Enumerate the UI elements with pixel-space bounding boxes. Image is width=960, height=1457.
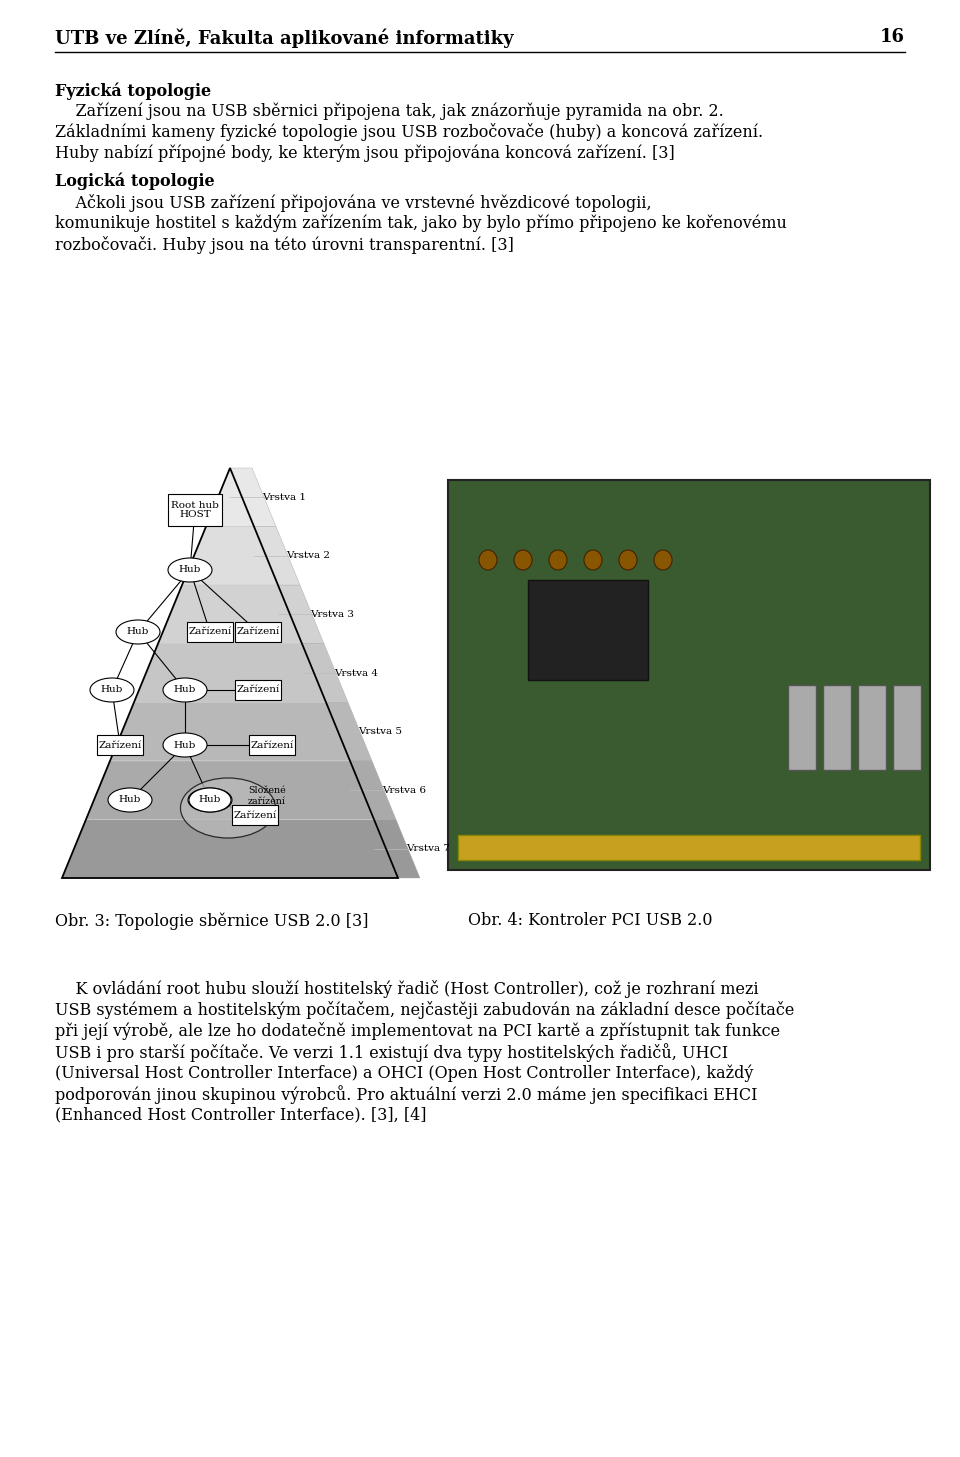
Polygon shape <box>350 761 396 819</box>
Text: Vrstva 2: Vrstva 2 <box>286 551 330 561</box>
Text: Zařízení: Zařízení <box>233 810 276 819</box>
Ellipse shape <box>514 549 532 570</box>
Text: komunikuje hostitel s každým zařízením tak, jako by bylo přímo připojeno ke koře: komunikuje hostitel s každým zařízením t… <box>55 216 787 233</box>
Text: (Universal Host Controller Interface) a OHCI (Open Host Controller Interface), k: (Universal Host Controller Interface) a … <box>55 1064 754 1081</box>
Text: Obr. 4: Kontroler PCI USB 2.0: Obr. 4: Kontroler PCI USB 2.0 <box>468 912 712 930</box>
FancyBboxPatch shape <box>232 806 278 825</box>
Text: Složené
zařízení: Složené zařízení <box>248 785 286 806</box>
Ellipse shape <box>584 549 602 570</box>
Polygon shape <box>110 702 350 761</box>
Text: Vrstva 4: Vrstva 4 <box>334 669 378 678</box>
Ellipse shape <box>116 621 160 644</box>
Text: Zařízení: Zařízení <box>236 628 279 637</box>
Text: Vrstva 1: Vrstva 1 <box>262 492 306 501</box>
Text: Hub: Hub <box>101 685 123 695</box>
Text: rozbočovači. Huby jsou na této úrovni transparentní. [3]: rozbočovači. Huby jsou na této úrovni tr… <box>55 236 514 254</box>
Text: Huby nabízí přípojné body, ke kterým jsou připojována koncová zařízení. [3]: Huby nabízí přípojné body, ke kterým jso… <box>55 144 675 162</box>
Text: při její výrobě, ale lze ho dodatečně implementovat na PCI kartě a zpřístupnit t: při její výrobě, ale lze ho dodatečně im… <box>55 1021 780 1040</box>
Polygon shape <box>158 586 302 644</box>
Polygon shape <box>326 702 372 761</box>
Ellipse shape <box>163 678 207 702</box>
Polygon shape <box>62 819 398 879</box>
Polygon shape <box>134 644 326 702</box>
Text: (Enhanced Host Controller Interface). [3], [4]: (Enhanced Host Controller Interface). [3… <box>55 1106 426 1123</box>
Ellipse shape <box>163 733 207 758</box>
Polygon shape <box>278 586 324 644</box>
FancyBboxPatch shape <box>528 580 648 680</box>
Text: Vrstva 5: Vrstva 5 <box>358 727 402 736</box>
Polygon shape <box>230 468 276 526</box>
Ellipse shape <box>479 549 497 570</box>
FancyBboxPatch shape <box>235 622 281 643</box>
Polygon shape <box>206 468 254 526</box>
FancyBboxPatch shape <box>97 734 143 755</box>
Text: K ovládání root hubu slouží hostitelský řadič (Host Controller), což je rozhraní: K ovládání root hubu slouží hostitelský … <box>55 981 758 998</box>
FancyBboxPatch shape <box>235 680 281 699</box>
Text: HOST: HOST <box>180 510 211 519</box>
Text: podporován jinou skupinou výrobců. Pro aktuální verzi 2.0 máme jen specifikaci E: podporován jinou skupinou výrobců. Pro a… <box>55 1085 757 1104</box>
Text: Logická topologie: Logická topologie <box>55 172 215 189</box>
Ellipse shape <box>619 549 637 570</box>
Polygon shape <box>374 819 420 879</box>
Text: Hub: Hub <box>119 796 141 804</box>
Ellipse shape <box>168 558 212 581</box>
FancyBboxPatch shape <box>458 835 920 860</box>
FancyBboxPatch shape <box>788 685 816 769</box>
Text: UTB ve Zlíně, Fakulta aplikované informatiky: UTB ve Zlíně, Fakulta aplikované informa… <box>55 28 514 48</box>
Text: 16: 16 <box>880 28 905 47</box>
Text: USB systémem a hostitelským počítačem, nejčastěji zabudován na základní desce po: USB systémem a hostitelským počítačem, n… <box>55 1001 794 1018</box>
FancyBboxPatch shape <box>893 685 921 769</box>
Polygon shape <box>254 526 300 586</box>
Polygon shape <box>86 761 374 819</box>
FancyBboxPatch shape <box>187 622 233 643</box>
Text: Hub: Hub <box>179 565 202 574</box>
Text: Hub: Hub <box>199 796 221 804</box>
Ellipse shape <box>90 678 134 702</box>
FancyBboxPatch shape <box>448 479 930 870</box>
Ellipse shape <box>189 788 231 812</box>
Text: Zařízení jsou na USB sběrnici připojena tak, jak znázorňuje pyramida na obr. 2.: Zařízení jsou na USB sběrnici připojena … <box>55 102 724 119</box>
Text: USB i pro starší počítače. Ve verzi 1.1 existují dva typy hostitelských řadičů, : USB i pro starší počítače. Ve verzi 1.1 … <box>55 1043 728 1062</box>
Text: Vrstva 3: Vrstva 3 <box>310 610 354 619</box>
Ellipse shape <box>180 778 276 838</box>
FancyBboxPatch shape <box>858 685 886 769</box>
Text: Zařízení: Zařízení <box>98 740 142 749</box>
Ellipse shape <box>108 788 152 812</box>
Polygon shape <box>182 526 278 586</box>
Text: Zařízení: Zařízení <box>236 685 279 695</box>
Text: Fyzická topologie: Fyzická topologie <box>55 82 211 99</box>
Text: Zařízení: Zařízení <box>251 740 294 749</box>
Polygon shape <box>302 644 348 702</box>
Ellipse shape <box>654 549 672 570</box>
Text: Hub: Hub <box>174 740 196 749</box>
Ellipse shape <box>549 549 567 570</box>
Text: Ačkoli jsou USB zařízení připojována ve vrstevné hvězdicové topologii,: Ačkoli jsou USB zařízení připojována ve … <box>55 194 652 213</box>
Text: Zařízení: Zařízení <box>188 628 231 637</box>
Text: Základními kameny fyzické topologie jsou USB rozbočovače (huby) a koncová zaříze: Základními kameny fyzické topologie jsou… <box>55 122 763 141</box>
Text: Hub: Hub <box>127 628 149 637</box>
Text: Vrstva 7: Vrstva 7 <box>406 844 450 854</box>
Text: Hub: Hub <box>199 796 221 804</box>
Text: Root hub: Root hub <box>171 501 219 510</box>
FancyBboxPatch shape <box>823 685 851 769</box>
Text: Vrstva 6: Vrstva 6 <box>382 785 426 794</box>
Text: Hub: Hub <box>174 685 196 695</box>
Text: Obr. 3: Topologie sběrnice USB 2.0 [3]: Obr. 3: Topologie sběrnice USB 2.0 [3] <box>55 912 369 930</box>
Ellipse shape <box>188 788 232 812</box>
FancyBboxPatch shape <box>168 494 222 526</box>
FancyBboxPatch shape <box>249 734 295 755</box>
